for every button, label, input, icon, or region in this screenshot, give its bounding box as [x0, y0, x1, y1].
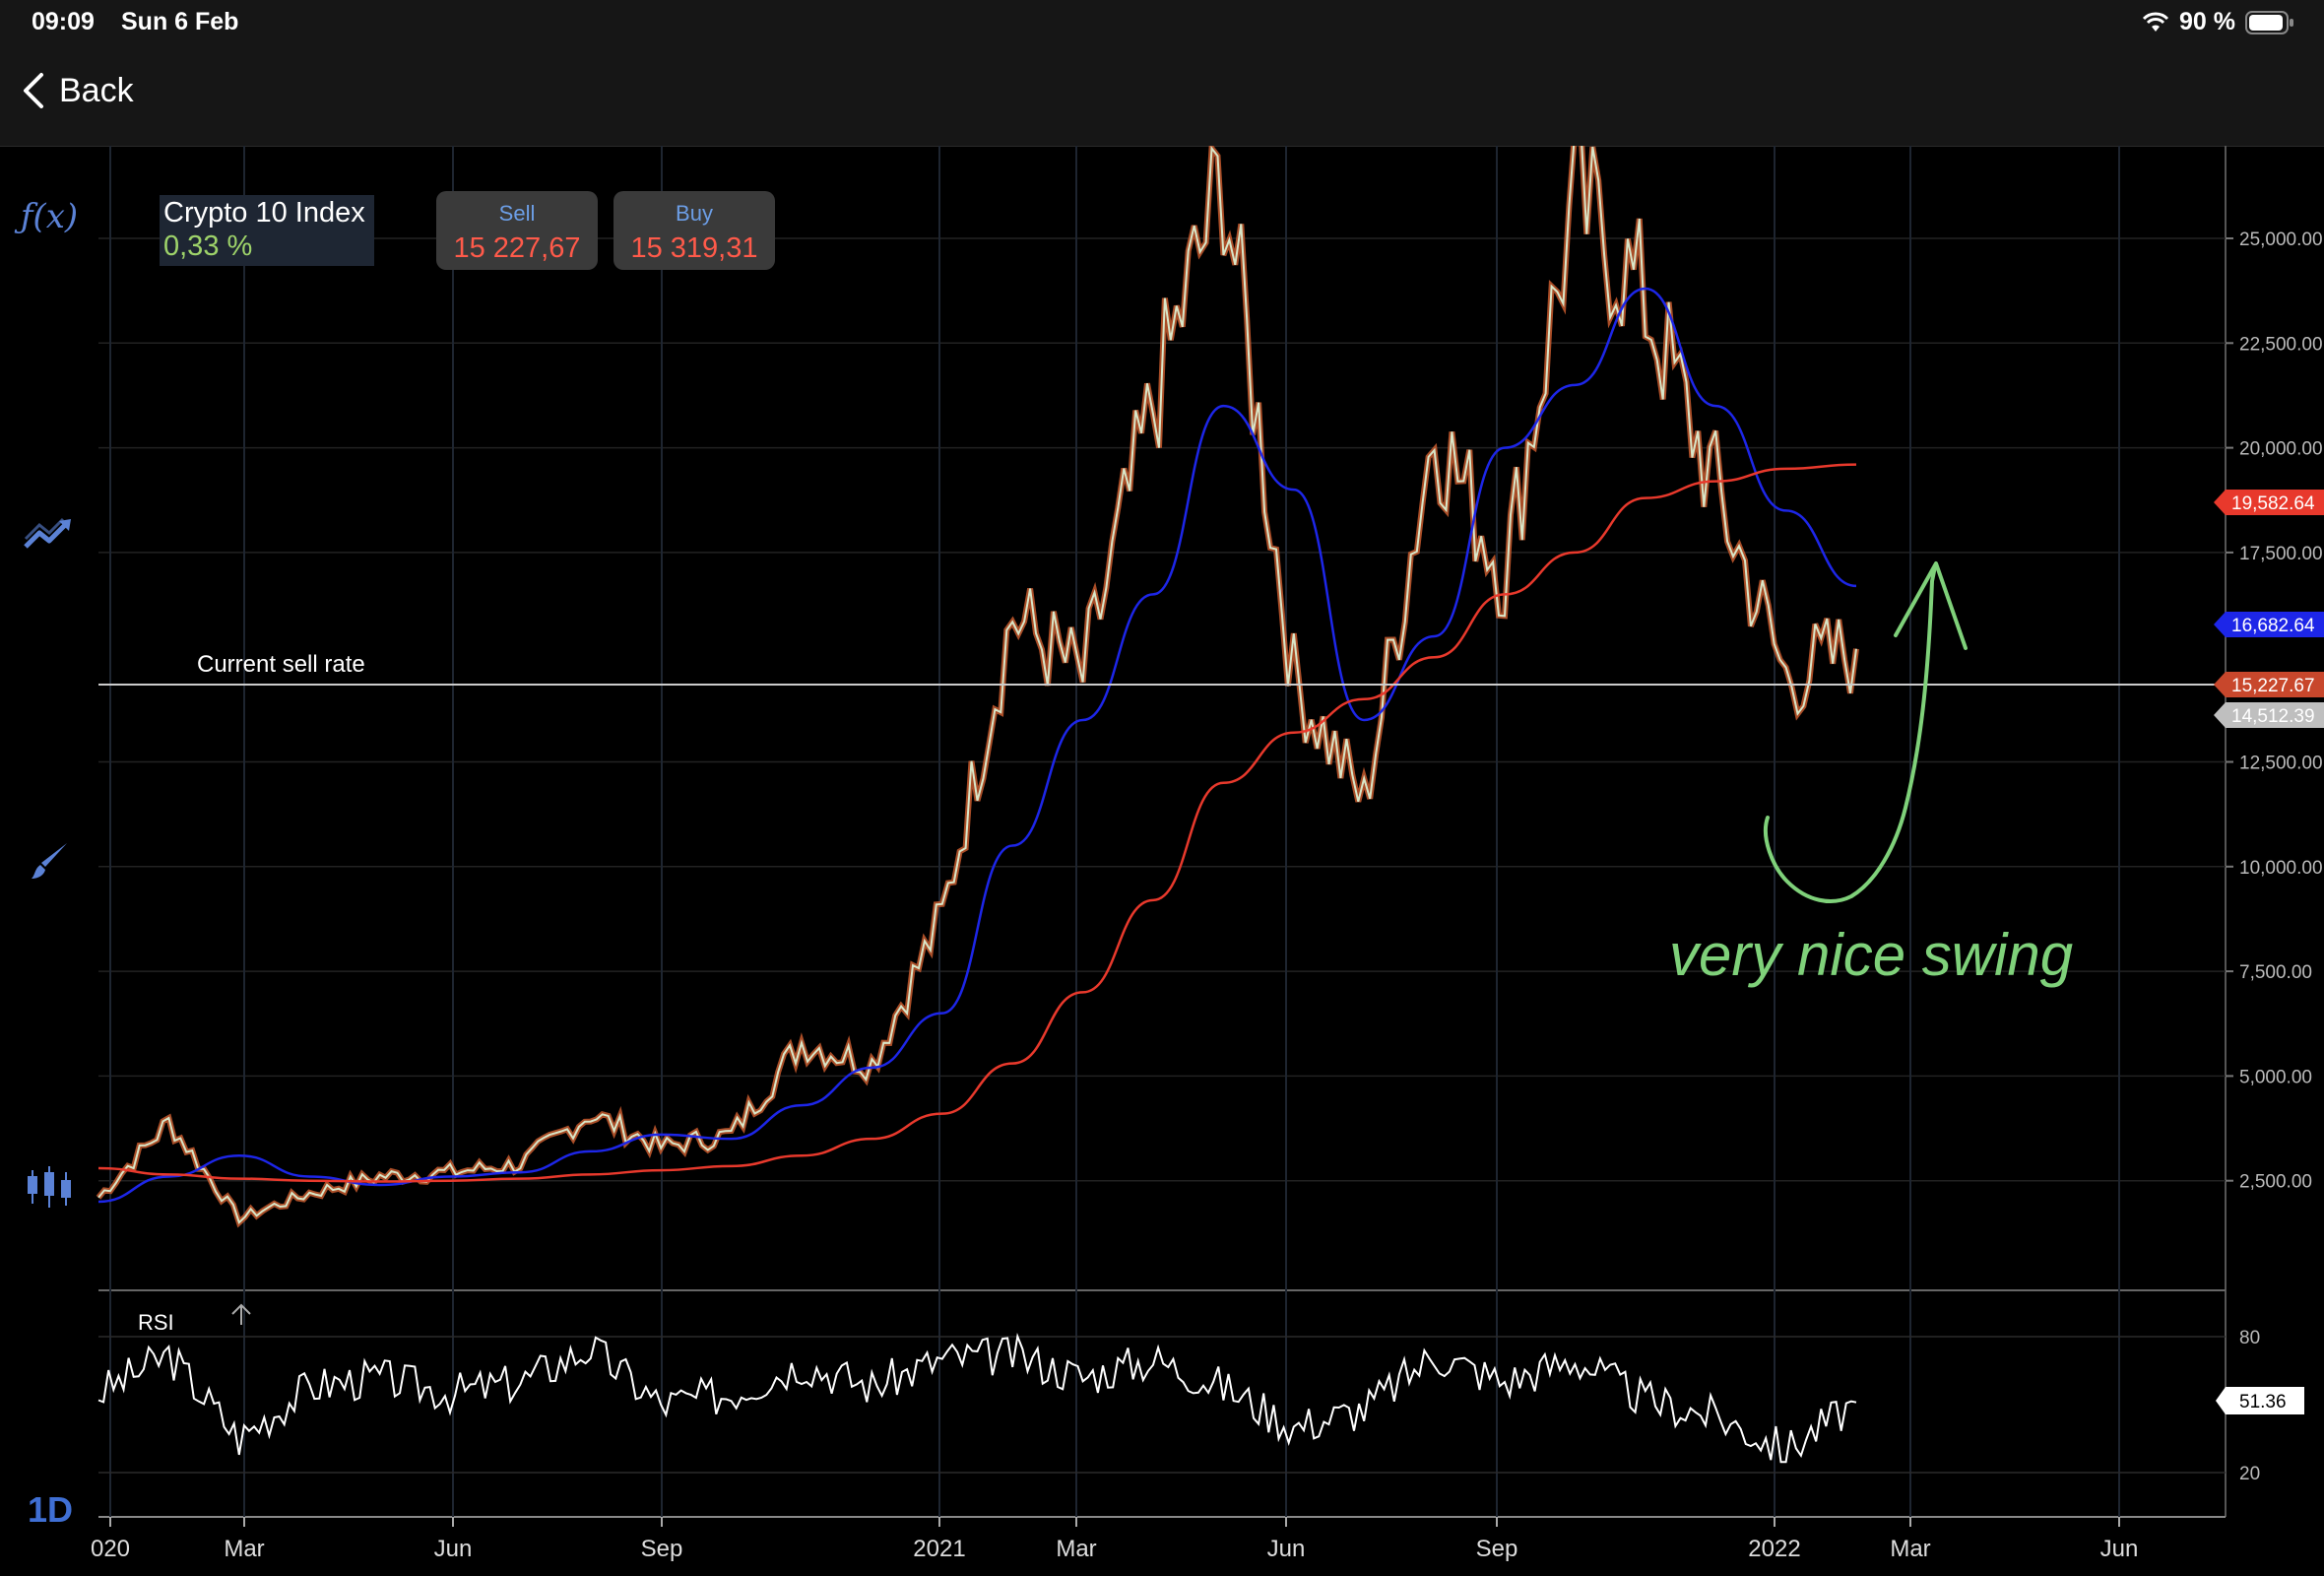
- y-axis: 27,500.0025,000.0022,500.0020,000.0017,5…: [2239, 230, 2323, 1193]
- y-tick-label: 22,500.00: [2239, 334, 2323, 355]
- wifi-icon: [2142, 12, 2169, 32]
- price-label-badge: 16,682.64: [2214, 612, 2324, 637]
- y-tick-label: 20,000.00: [2239, 439, 2323, 460]
- moving-average-fast: [97, 287, 1857, 1204]
- trend-indicator-icon[interactable]: [20, 504, 79, 563]
- chart-grid: [98, 146, 2233, 1527]
- rsi-tick-label: 80: [2239, 1328, 2260, 1348]
- back-button[interactable]: Back: [22, 71, 134, 110]
- rsi-panel: 80 20 RSI 51.36: [97, 1303, 2304, 1484]
- y-tick-label: 25,000.00: [2239, 230, 2323, 250]
- instrument-name: Crypto 10 Index: [163, 197, 365, 229]
- chart-overlays: Current sell rate 19,582.64 16,682.64 15,22…: [98, 490, 2324, 988]
- y-tick-label: 7,500.00: [2239, 962, 2312, 983]
- annotation-curve: [1763, 564, 1937, 903]
- x-tick-label: 020: [91, 1536, 130, 1562]
- sell-button[interactable]: Sell 15 227,67: [436, 191, 598, 270]
- x-axis: 020 Mar Jun Sep 2021 Mar Jun Sep 2022 Mar Jun: [91, 1536, 2138, 1562]
- x-tick-label: Jun: [2100, 1536, 2139, 1562]
- x-tick-label: Jun: [1267, 1536, 1306, 1562]
- moving-average-slow: [97, 463, 1857, 1183]
- x-tick-label: 2022: [1748, 1536, 1800, 1562]
- rsi-collapse-icon: [231, 1303, 251, 1325]
- chevron-left-icon: [24, 73, 43, 108]
- y-tick-label: 10,000.00: [2239, 858, 2323, 879]
- battery-percent: 90 %: [2179, 8, 2235, 35]
- back-label: Back: [59, 71, 134, 109]
- price-label-text: 15,227.67: [2231, 676, 2315, 696]
- chart-series: [96, 146, 1859, 1228]
- rsi-value-badge: 51.36: [2216, 1387, 2304, 1414]
- y-tick-label: 5,000.00: [2239, 1067, 2312, 1087]
- x-tick-label: Jun: [434, 1536, 473, 1562]
- instrument-info: Crypto 10 Index 0,33 %: [160, 195, 374, 266]
- current-sell-rate-label: Current sell rate: [197, 651, 365, 678]
- price-label-badge: 15,227.67: [2214, 672, 2324, 697]
- instrument-change: 0,33 %: [163, 230, 253, 262]
- annotation-arrowhead: [1894, 561, 1968, 650]
- rsi-tick-label: 20: [2239, 1464, 2260, 1484]
- status-right: 90 %: [2142, 8, 2294, 36]
- status-bar: 09:09 Sun 6 Feb 90 %: [0, 0, 2324, 47]
- rsi-line: [97, 1332, 1857, 1464]
- sell-value: 15 227,67: [453, 232, 581, 264]
- price-label-badge: 19,582.64: [2214, 490, 2324, 515]
- price-label-text: 14,512.39: [2231, 706, 2315, 727]
- status-date: Sun 6 Feb: [121, 8, 239, 35]
- rsi-value-text: 51.36: [2239, 1392, 2287, 1412]
- annotation-text: very nice swing: [1669, 922, 2073, 988]
- battery-icon: [2245, 10, 2293, 34]
- buy-label: Buy: [676, 201, 713, 226]
- status-time: 09:09: [32, 8, 95, 35]
- x-tick-label: Mar: [224, 1536, 264, 1562]
- brush-icon[interactable]: [20, 831, 79, 890]
- y-tick-label: 17,500.00: [2239, 544, 2323, 564]
- buy-value: 15 319,31: [630, 232, 758, 264]
- price-line: [97, 146, 1857, 1224]
- candlestick-icon[interactable]: [20, 1157, 79, 1216]
- y-tick-label: 12,500.00: [2239, 754, 2323, 774]
- x-tick-label: Sep: [1476, 1536, 1518, 1562]
- y-tick-label: 2,500.00: [2239, 1172, 2312, 1193]
- x-tick-label: 2021: [913, 1536, 965, 1562]
- nav-bar: Back: [0, 47, 2324, 147]
- buy-button[interactable]: Buy 15 319,31: [613, 191, 775, 270]
- price-label-badge: 14,512.39: [2214, 702, 2324, 728]
- sell-label: Sell: [498, 201, 536, 226]
- price-chart[interactable]: 27,500.0025,000.0022,500.0020,000.0017,5…: [0, 146, 2324, 1576]
- x-tick-label: Sep: [641, 1536, 683, 1562]
- timeframe-selector[interactable]: 1D: [28, 1489, 74, 1530]
- price-label-text: 16,682.64: [2231, 616, 2315, 636]
- x-tick-label: Mar: [1056, 1536, 1096, 1562]
- rsi-label: RSI: [138, 1310, 174, 1335]
- function-icon[interactable]: ƒ(x): [20, 197, 79, 236]
- price-label-text: 19,582.64: [2231, 493, 2315, 514]
- x-tick-label: Mar: [1890, 1536, 1930, 1562]
